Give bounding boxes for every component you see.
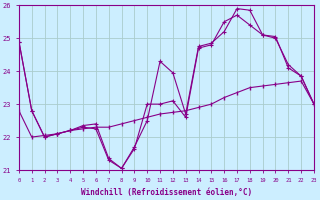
X-axis label: Windchill (Refroidissement éolien,°C): Windchill (Refroidissement éolien,°C)	[81, 188, 252, 197]
